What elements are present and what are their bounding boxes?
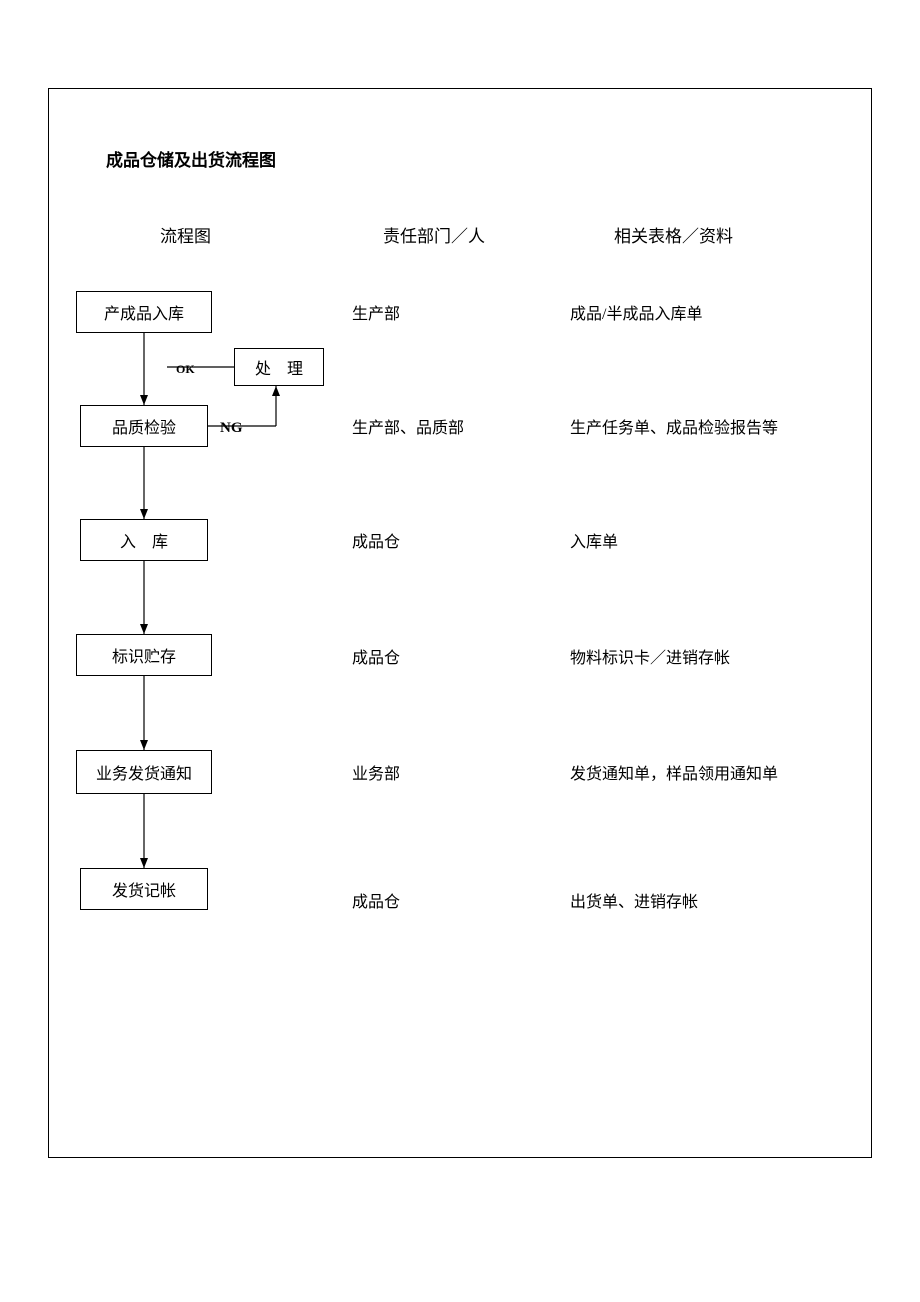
dept-r3: 成品仓 (352, 528, 400, 552)
edge-label-ng: NG (220, 420, 243, 437)
forms-r2: 生产任务单、成品检验报告等 (570, 414, 778, 438)
col-header-dept: 责任部门／人 (383, 222, 485, 247)
forms-r4: 物料标识卡／进销存帐 (570, 644, 730, 668)
col-header-flow: 流程图 (160, 222, 211, 247)
node-label: 业务发货通知 (96, 760, 192, 784)
dept-r4: 成品仓 (352, 644, 400, 668)
forms-r1: 成品/半成品入库单 (570, 300, 702, 324)
page-frame (48, 88, 872, 1158)
node-ship-notice: 业务发货通知 (76, 750, 212, 794)
dept-r5: 业务部 (352, 760, 400, 784)
node-ship-record: 发货记帐 (80, 868, 208, 910)
node-label: 入 库 (120, 528, 168, 552)
node-qc: 品质检验 (80, 405, 208, 447)
node-inbound: 产成品入库 (76, 291, 212, 333)
node-label: 产成品入库 (104, 300, 184, 324)
dept-r1: 生产部 (352, 300, 400, 324)
edge-label-ok: OK (176, 362, 195, 377)
forms-r5: 发货通知单，样品领用通知单 (570, 760, 778, 784)
node-label: 处 理 (255, 355, 303, 379)
page: 成品仓储及出货流程图 流程图 责任部门／人 相关表格／资料 产成品入库 处 理 … (0, 0, 920, 1302)
forms-r3: 入库单 (570, 528, 618, 552)
diagram-title: 成品仓储及出货流程图 (106, 146, 276, 171)
node-label: 品质检验 (112, 414, 176, 438)
node-label: 发货记帐 (112, 877, 176, 901)
dept-r6: 成品仓 (352, 888, 400, 912)
dept-r2: 生产部、品质部 (352, 414, 464, 438)
forms-r6: 出货单、进销存帐 (570, 888, 698, 912)
node-handle: 处 理 (234, 348, 324, 386)
node-label: 标识贮存 (112, 643, 176, 667)
col-header-forms: 相关表格／资料 (614, 222, 733, 247)
node-store: 入 库 (80, 519, 208, 561)
node-tag: 标识贮存 (76, 634, 212, 676)
